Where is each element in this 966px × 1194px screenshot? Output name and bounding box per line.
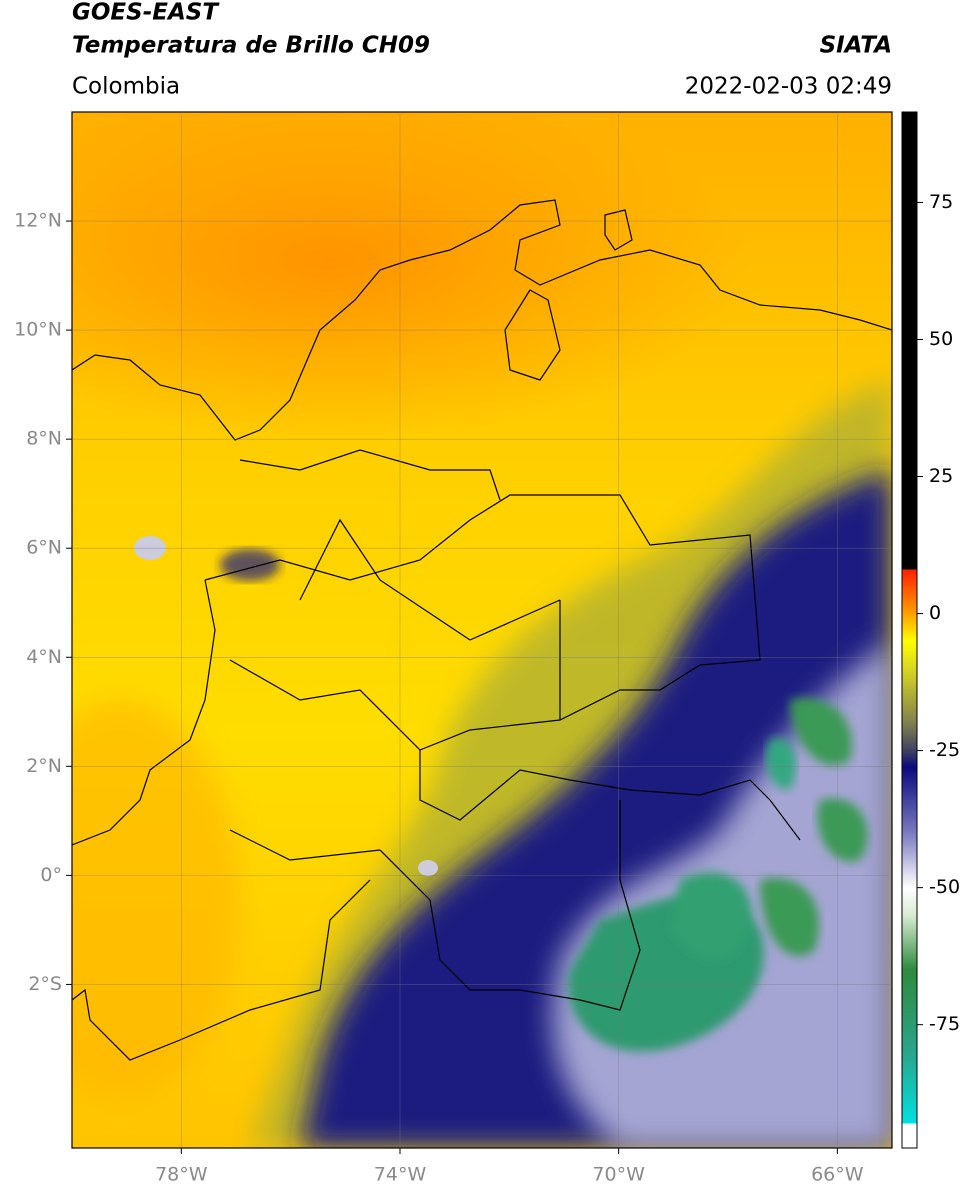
colorbar-tick-label: 50	[929, 328, 953, 350]
y-tick-label: 10°N	[14, 319, 62, 341]
y-tick-label: 12°N	[14, 210, 62, 232]
y-tick-label: 4°N	[26, 646, 62, 668]
x-tick-label: 70°W	[592, 1164, 645, 1186]
y-tick-label: 6°N	[26, 537, 62, 559]
x-tick-label: 78°W	[155, 1164, 208, 1186]
colorbar-tick-label: 25	[929, 465, 953, 487]
y-tick-label: 0°	[40, 864, 62, 886]
satellite-image	[72, 112, 892, 1148]
colorbar-tick-label: -75	[929, 1013, 960, 1035]
colorbar-tick-label: 75	[929, 191, 953, 213]
colorbar-tick-label: 0	[929, 602, 941, 624]
subtitle: Temperatura de Brillo CH09	[72, 33, 430, 59]
region: Colombia	[72, 74, 180, 100]
y-tick-label: 2°N	[26, 755, 62, 777]
colorbar-tick-label: -50	[929, 876, 960, 898]
colorbar-tick-label: -25	[929, 739, 960, 761]
datetime: 2022-02-03 02:49	[685, 74, 892, 100]
y-tick-label: 2°S	[28, 973, 62, 995]
source: SIATA	[820, 33, 892, 59]
colorbar	[901, 111, 918, 1149]
title: GOES-EAST	[72, 0, 220, 26]
y-tick-label: 8°N	[26, 428, 62, 450]
x-tick-label: 74°W	[374, 1164, 427, 1186]
x-tick-label: 66°W	[811, 1164, 864, 1186]
map-frame	[71, 111, 893, 1149]
